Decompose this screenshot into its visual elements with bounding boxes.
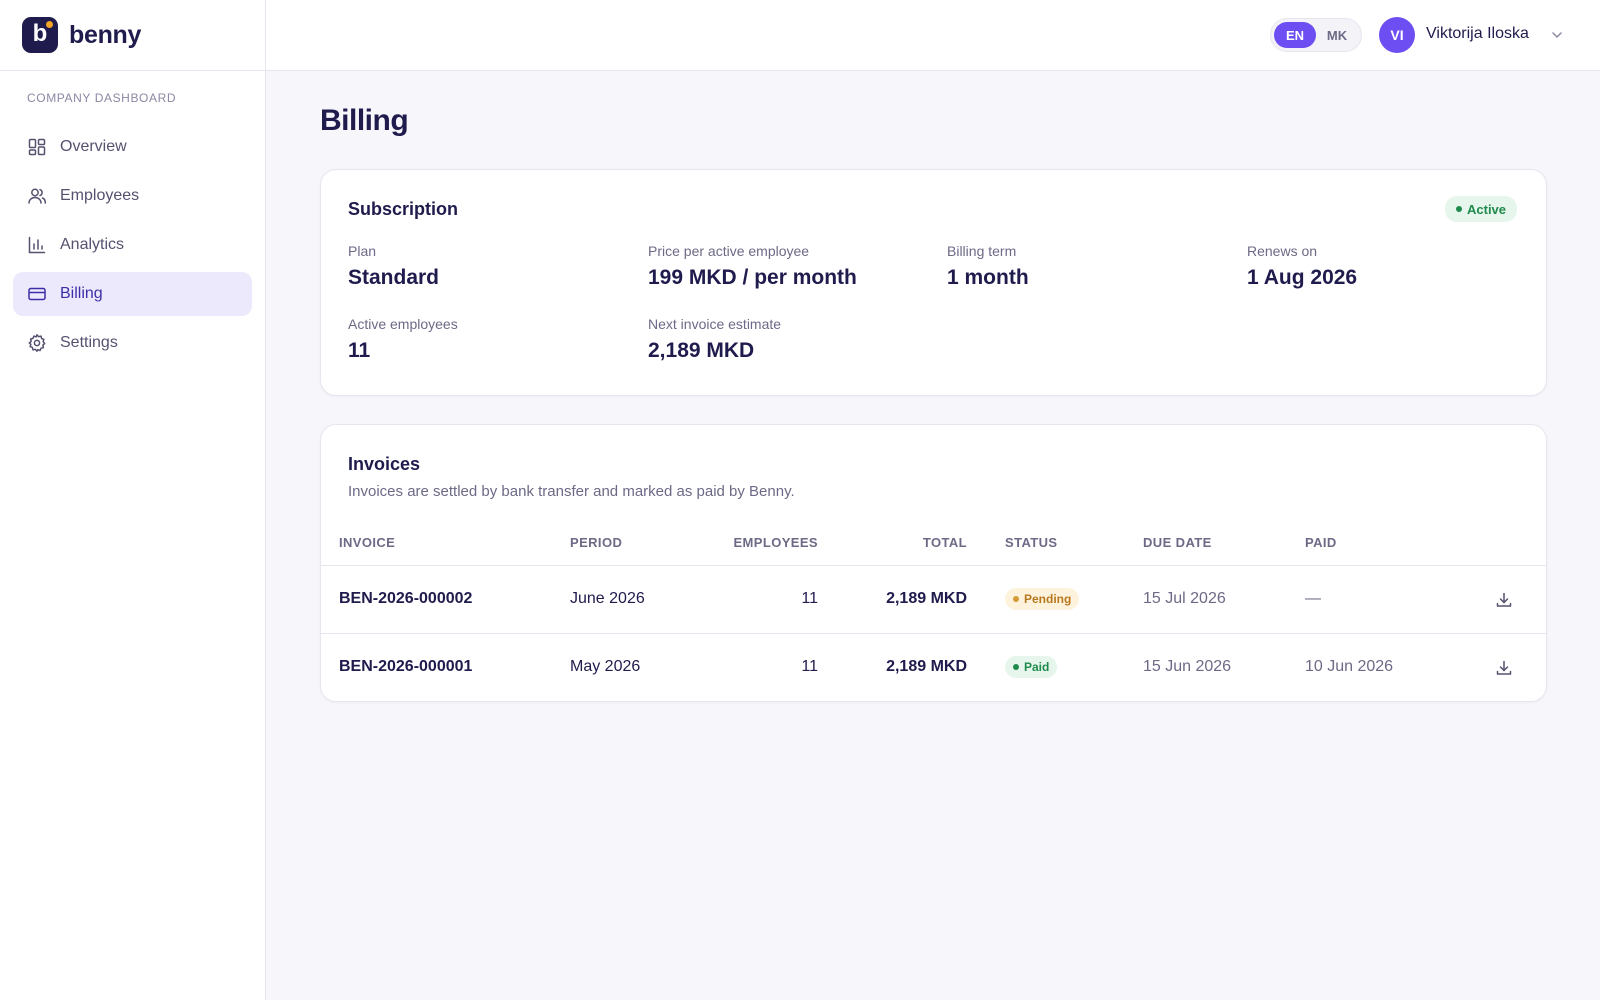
invoice-number: BEN-2026-000001 (339, 658, 473, 675)
avatar[interactable]: VI (1379, 17, 1415, 53)
status-dot (1013, 664, 1019, 670)
billing-term-value: 1 month (947, 266, 1029, 289)
status-badge-label: Pending (1024, 592, 1072, 606)
invoice-period: May 2026 (570, 658, 641, 675)
invoice-due-date: 15 Jul 2026 (1143, 590, 1226, 607)
sidebar-item-label: Employees (60, 187, 140, 204)
sidebar-item-billing[interactable]: Billing (13, 272, 252, 316)
subscription-card: Subscription Active Plan Standard Price … (320, 169, 1547, 396)
logo[interactable]: b benny (0, 0, 265, 71)
sidebar-item-analytics[interactable]: Analytics (13, 223, 252, 267)
invoices-title: Invoices (348, 454, 421, 474)
subscription-title: Subscription (348, 199, 459, 219)
invoice-period: June 2026 (570, 590, 645, 607)
status-dot (1456, 206, 1462, 212)
sidebar-nav: Overview Employees Analytics Billing (0, 125, 265, 365)
sidebar-item-settings[interactable]: Settings (13, 321, 252, 365)
table-row-divider (321, 633, 1546, 634)
column-header-invoice: INVOICE (339, 535, 396, 550)
language-switcher: EN MK (1270, 18, 1362, 52)
invoice-due-date: 15 Jun 2026 (1143, 658, 1232, 675)
sidebar-item-label: Overview (60, 138, 127, 155)
download-icon[interactable] (1495, 591, 1513, 609)
invoice-employees: 11 (801, 590, 818, 607)
download-icon[interactable] (1495, 659, 1513, 677)
language-mk-button[interactable]: MK (1326, 27, 1348, 43)
plan-value: Standard (348, 266, 440, 289)
sidebar-item-label: Billing (60, 285, 103, 302)
language-en-button[interactable]: EN (1274, 22, 1316, 48)
page-title: Billing (320, 104, 409, 137)
chevron-down-icon[interactable] (1549, 27, 1565, 43)
plan-label: Plan (348, 243, 377, 259)
column-header-due-date: DUE DATE (1143, 535, 1212, 550)
sidebar-item-overview[interactable]: Overview (13, 125, 252, 169)
status-dot (1013, 596, 1019, 602)
gear-icon (28, 334, 46, 352)
status-badge: Paid (1005, 656, 1058, 678)
grid-icon (28, 138, 46, 156)
invoice-employees: 11 (801, 658, 818, 675)
price-value: 199 MKD / per month (648, 266, 857, 289)
sidebar-item-label: Settings (60, 334, 118, 351)
column-header-paid: PAID (1305, 535, 1337, 550)
invoice-number: BEN-2026-000002 (339, 590, 473, 607)
credit-card-icon (28, 287, 46, 301)
logo-text: benny (69, 20, 142, 49)
nav-section-label: COMPANY DASHBOARD (27, 91, 177, 105)
invoices-description: Invoices are settled by bank transfer an… (348, 483, 795, 500)
next-invoice-value: 2,189 MKD (648, 339, 755, 362)
sidebar-item-label: Analytics (60, 236, 125, 253)
invoices-card: Invoices Invoices are settled by bank tr… (320, 424, 1547, 702)
invoice-paid-date: 10 Jun 2026 (1305, 658, 1394, 675)
billing-term-label: Billing term (947, 243, 1017, 259)
column-header-period: PERIOD (570, 535, 623, 550)
active-employees-value: 11 (348, 339, 371, 362)
users-icon (28, 188, 47, 204)
invoice-total: 2,189 MKD (886, 658, 967, 675)
sidebar: b benny COMPANY DASHBOARD Overview Emplo… (0, 0, 266, 1000)
column-header-employees: EMPLOYEES (733, 535, 818, 550)
renews-on-label: Renews on (1247, 243, 1318, 259)
topbar: EN MK VI Viktorija Iloska (266, 0, 1600, 71)
table-header-divider (321, 565, 1546, 566)
next-invoice-label: Next invoice estimate (648, 316, 782, 332)
bar-chart-icon (28, 236, 46, 254)
column-header-status: STATUS (1005, 535, 1058, 550)
column-header-total: TOTAL (922, 535, 967, 550)
sidebar-item-employees[interactable]: Employees (13, 174, 252, 218)
invoice-total: 2,189 MKD (886, 590, 967, 607)
logo-dot (46, 21, 53, 28)
active-employees-label: Active employees (348, 316, 458, 332)
status-badge: Pending (1005, 588, 1080, 610)
status-badge: Active (1445, 196, 1518, 222)
status-badge-label: Paid (1024, 660, 1050, 674)
price-label: Price per active employee (648, 243, 810, 259)
logo-letter: b (32, 20, 48, 47)
status-badge-label: Active (1467, 201, 1507, 217)
user-name[interactable]: Viktorija Iloska (1426, 25, 1529, 42)
logo-mark: b (22, 17, 58, 53)
invoice-paid-date: — (1305, 590, 1321, 607)
renews-on-value: 1 Aug 2026 (1247, 266, 1358, 289)
